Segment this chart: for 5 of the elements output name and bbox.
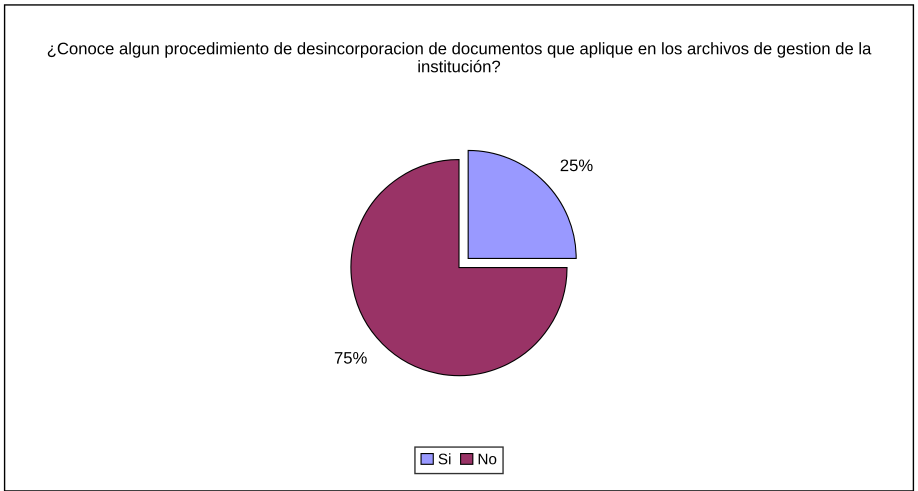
data-label: 75% — [334, 352, 367, 364]
data-label: 25% — [560, 159, 593, 172]
legend-label: Si — [438, 453, 450, 464]
legend-label: No — [478, 454, 496, 464]
chart-title: ¿Conoce algun procedimiento de desincorporacion de documentos que aplique en los archivos de gestion de la institución? — [48, 42, 872, 72]
